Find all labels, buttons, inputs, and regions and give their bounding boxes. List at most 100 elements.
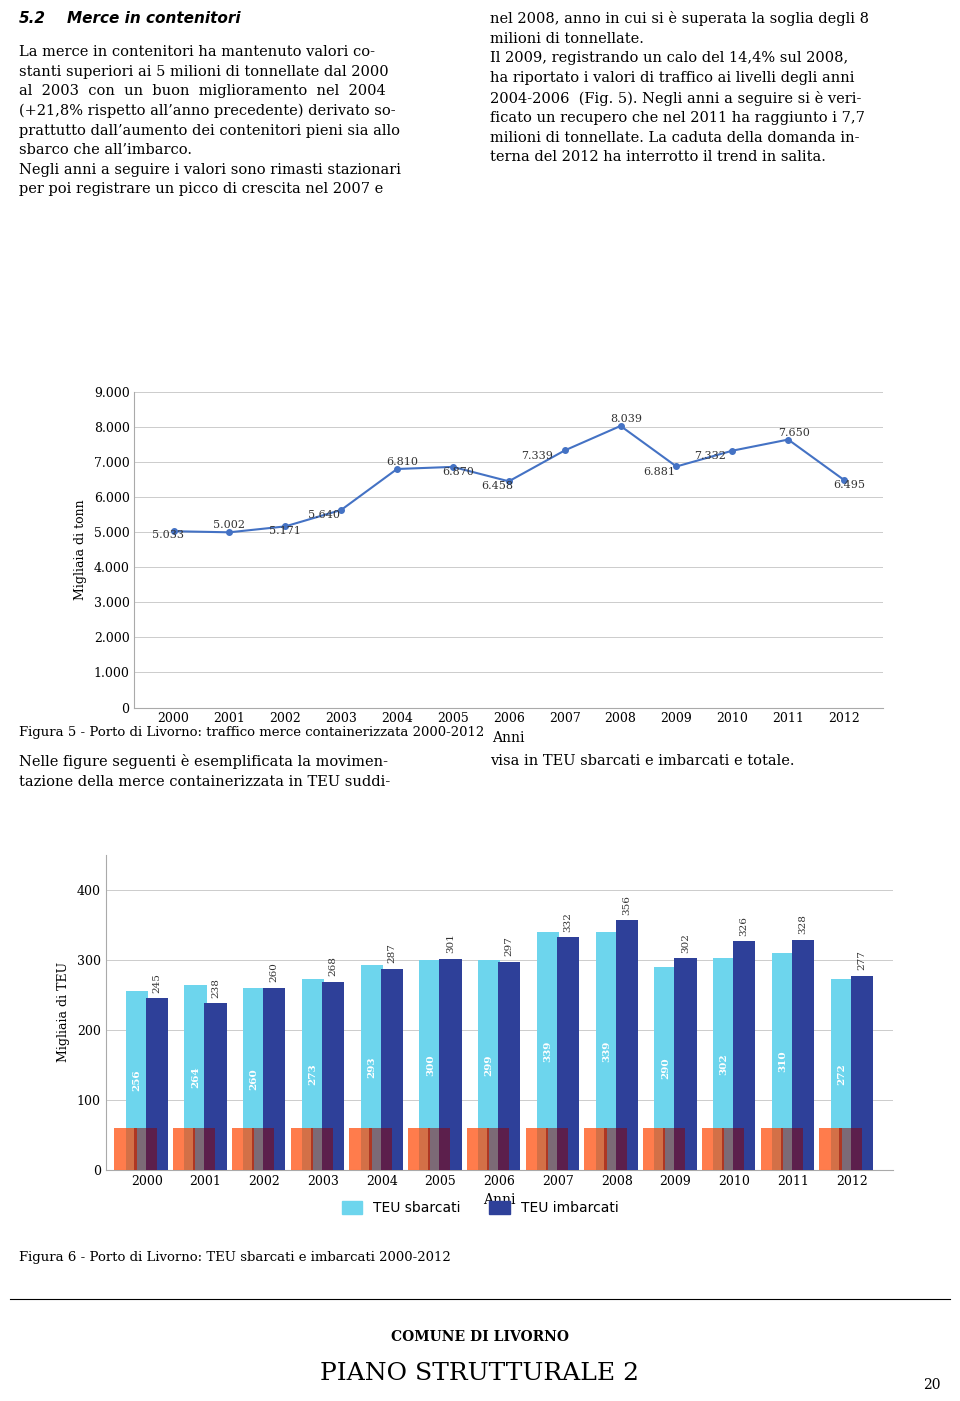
Bar [722,1128,744,1170]
Bar [674,958,697,1170]
Text: 260: 260 [270,962,278,982]
Text: 293: 293 [368,1056,376,1077]
Bar [851,975,873,1170]
Bar [291,1128,313,1170]
Text: 272: 272 [837,1063,846,1086]
Bar [263,988,285,1170]
Bar [408,1128,430,1170]
Bar [146,998,168,1170]
Bar [643,1128,665,1170]
Text: PIANO STRUTTURALE 2: PIANO STRUTTURALE 2 [321,1362,639,1386]
Y-axis label: Migliaia di TEU: Migliaia di TEU [57,962,70,1062]
Text: 332: 332 [564,912,572,932]
Bar [792,940,814,1170]
Bar [243,988,265,1170]
Text: 245: 245 [153,972,161,992]
X-axis label: Anni: Anni [492,731,525,745]
Text: 6.495: 6.495 [833,481,866,490]
Text: nel 2008, anno in cui si è superata la soglia degli 8
milioni di tonnellate.
Il : nel 2008, anno in cui si è superata la s… [490,11,869,164]
Text: 8.039: 8.039 [611,415,642,425]
Bar [772,953,794,1170]
Text: 290: 290 [660,1058,670,1079]
Text: 5.033: 5.033 [152,530,184,541]
Text: 6.810: 6.810 [387,458,419,468]
Text: Merce in contenitori: Merce in contenitori [67,11,241,27]
Y-axis label: Migliaia di tonn: Migliaia di tonn [74,500,86,600]
Bar [780,1128,803,1170]
Text: 5.002: 5.002 [213,520,246,530]
Text: 300: 300 [426,1054,435,1076]
Text: 6.870: 6.870 [443,467,474,476]
Text: 260: 260 [250,1068,259,1090]
Text: 339: 339 [602,1041,612,1062]
Bar [498,962,520,1170]
Text: La merce in contenitori ha mantenuto valori co-
stanti superiori ai 5 milioni di: La merce in contenitori ha mantenuto val… [19,45,401,196]
Bar [585,1128,607,1170]
Bar [349,1128,372,1170]
Text: visa in TEU sbarcati e imbarcati e totale.: visa in TEU sbarcati e imbarcati e total… [490,754,794,768]
Bar [126,991,148,1170]
Bar [733,941,756,1170]
Bar [526,1128,548,1170]
Bar [252,1128,275,1170]
Bar [322,982,344,1170]
Bar [605,1128,627,1170]
Bar [173,1128,196,1170]
Text: Nelle figure seguenti è esemplificata la movimen-
tazione della merce containeri: Nelle figure seguenti è esemplificata la… [19,754,391,789]
Bar [467,1128,490,1170]
Text: 7.650: 7.650 [778,429,809,439]
Bar [487,1128,509,1170]
Text: 6.458: 6.458 [482,482,514,492]
Bar [301,978,324,1170]
Bar [595,933,618,1170]
Bar [545,1128,568,1170]
Text: 301: 301 [446,933,455,953]
Bar [311,1128,333,1170]
Text: Figura 5 - Porto di Livorno: traffico merce containerizzata 2000-2012: Figura 5 - Porto di Livorno: traffico me… [19,726,485,738]
Bar [428,1128,450,1170]
Text: 356: 356 [622,895,631,915]
Bar [232,1128,254,1170]
Text: 339: 339 [543,1041,552,1062]
Bar [760,1128,783,1170]
Bar [114,1128,136,1170]
Bar [663,1128,685,1170]
Text: 302: 302 [681,933,690,953]
Text: 5.171: 5.171 [270,527,301,537]
Bar [702,1128,724,1170]
Bar [478,961,500,1170]
Text: 277: 277 [857,950,866,969]
Text: Figura 6 - Porto di Livorno: TEU sbarcati e imbarcati 2000-2012: Figura 6 - Porto di Livorno: TEU sbarcat… [19,1251,451,1264]
Bar [193,1128,215,1170]
Bar [134,1128,156,1170]
Text: 287: 287 [387,943,396,964]
Text: 7.339: 7.339 [521,451,553,461]
Text: 5.640: 5.640 [308,510,341,520]
Bar [655,967,677,1170]
Bar [839,1128,862,1170]
Text: 328: 328 [799,915,807,934]
Bar [820,1128,842,1170]
Bar [713,958,735,1170]
Legend: TEU sbarcati, TEU imbarcati: TEU sbarcati, TEU imbarcati [336,1196,624,1220]
Text: 297: 297 [505,936,514,955]
Bar [380,969,403,1170]
Bar [537,933,559,1170]
Bar [370,1128,392,1170]
Text: 5.2: 5.2 [19,11,46,27]
X-axis label: Anni: Anni [483,1194,516,1208]
Bar [184,985,206,1170]
Text: 264: 264 [191,1066,200,1089]
Bar [361,964,383,1170]
Text: 326: 326 [739,916,749,936]
Bar [830,979,852,1170]
Text: 302: 302 [720,1054,729,1075]
Bar [440,958,462,1170]
Text: 256: 256 [132,1069,141,1091]
Text: 268: 268 [328,957,338,976]
Text: 6.881: 6.881 [643,467,676,476]
Text: 20: 20 [924,1379,941,1393]
Bar [615,920,637,1170]
Text: 299: 299 [485,1055,493,1076]
Text: 273: 273 [308,1063,318,1084]
